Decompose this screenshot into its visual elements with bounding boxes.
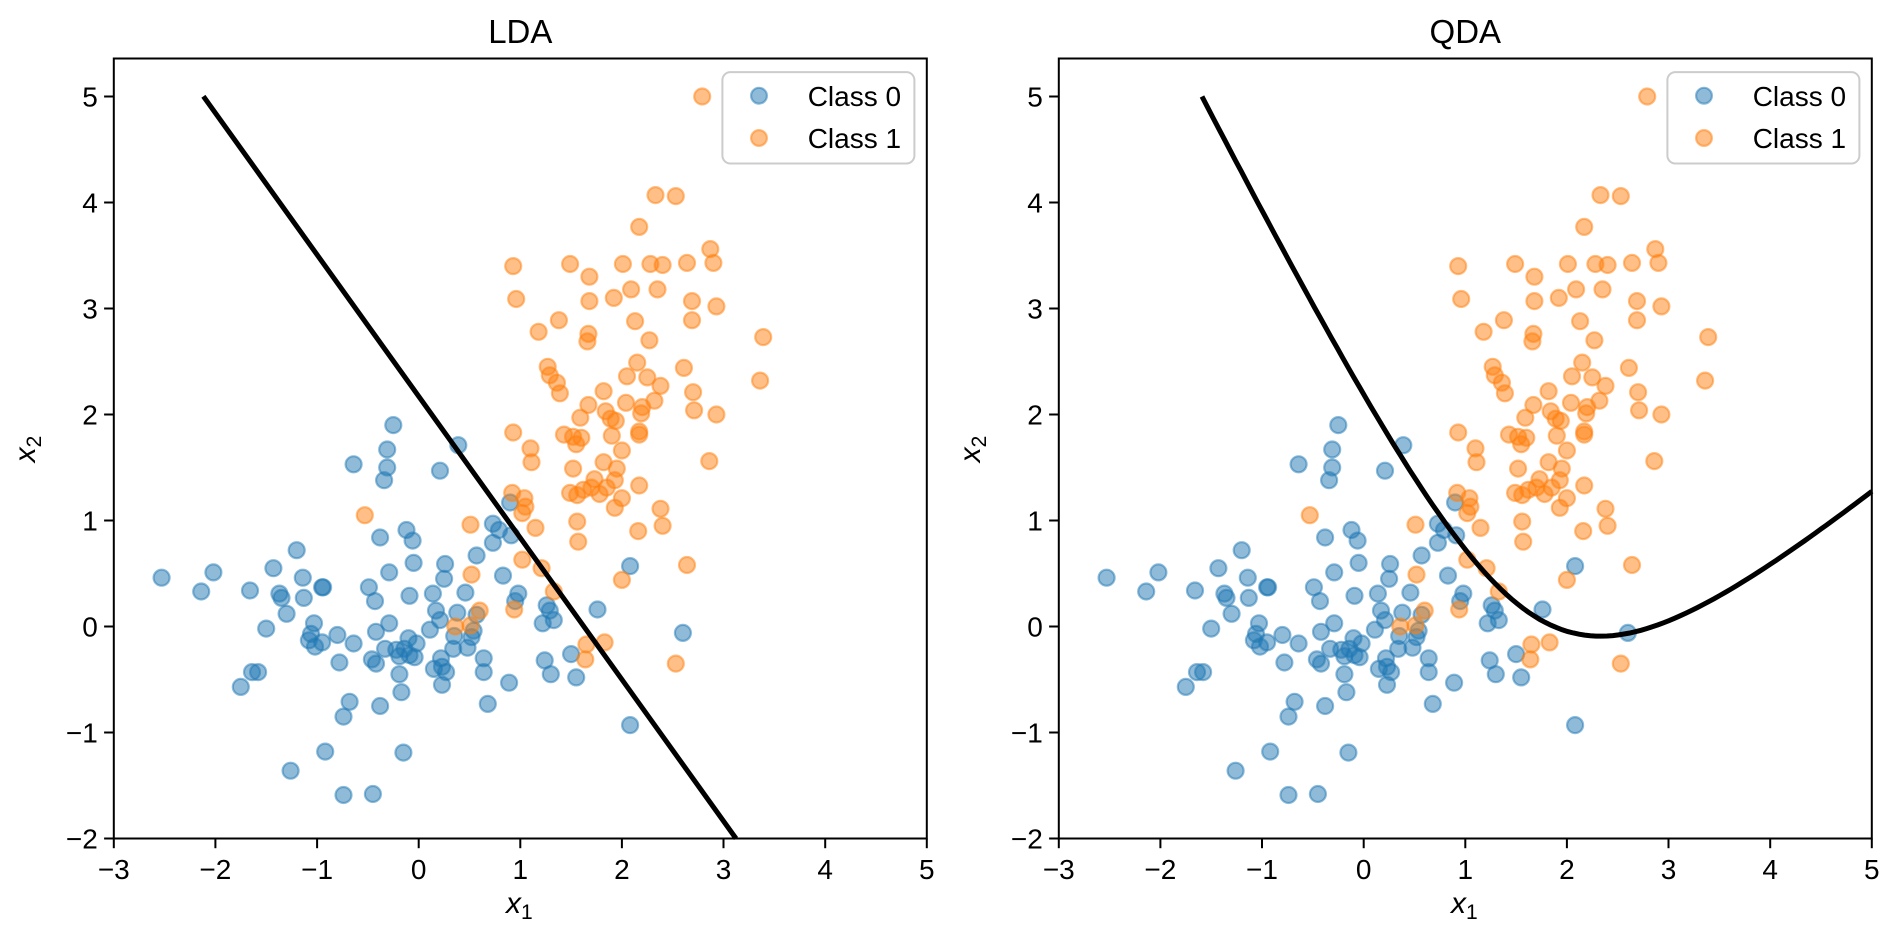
svg-text:−1: −1: [66, 718, 98, 749]
svg-text:−2: −2: [66, 824, 98, 855]
svg-text:0: 0: [1356, 854, 1372, 885]
svg-text:0: 0: [411, 854, 427, 885]
svg-text:5: 5: [1027, 82, 1043, 113]
svg-text:1: 1: [82, 506, 98, 537]
svg-text:Class 0: Class 0: [1753, 81, 1846, 112]
svg-text:3: 3: [1027, 294, 1043, 325]
svg-text:−1: −1: [1011, 718, 1043, 749]
svg-text:Class 1: Class 1: [1753, 123, 1846, 154]
svg-text:−2: −2: [1011, 824, 1043, 855]
svg-text:−3: −3: [98, 854, 130, 885]
svg-text:5: 5: [919, 854, 935, 885]
svg-text:LDA: LDA: [488, 13, 552, 50]
svg-text:2: 2: [1559, 854, 1575, 885]
svg-text:Class 0: Class 0: [808, 81, 901, 112]
svg-text:4: 4: [82, 188, 98, 219]
svg-text:4: 4: [1027, 188, 1043, 219]
svg-text:−1: −1: [301, 854, 333, 885]
svg-text:0: 0: [82, 612, 98, 643]
svg-text:−3: −3: [1043, 854, 1075, 885]
svg-text:QDA: QDA: [1430, 13, 1502, 50]
svg-text:5: 5: [1864, 854, 1880, 885]
svg-text:1: 1: [1458, 854, 1474, 885]
svg-text:0: 0: [1027, 612, 1043, 643]
svg-text:2: 2: [82, 400, 98, 431]
svg-text:4: 4: [817, 854, 833, 885]
svg-text:4: 4: [1762, 854, 1778, 885]
svg-text:2: 2: [614, 854, 630, 885]
svg-text:1: 1: [1027, 506, 1043, 537]
svg-text:5: 5: [82, 82, 98, 113]
svg-text:−1: −1: [1246, 854, 1278, 885]
svg-text:3: 3: [716, 854, 732, 885]
svg-text:3: 3: [1661, 854, 1677, 885]
svg-text:Class 1: Class 1: [808, 123, 901, 154]
svg-text:−2: −2: [1144, 854, 1176, 885]
svg-text:−2: −2: [199, 854, 231, 885]
svg-text:1: 1: [513, 854, 529, 885]
svg-text:2: 2: [1027, 400, 1043, 431]
svg-text:3: 3: [82, 294, 98, 325]
